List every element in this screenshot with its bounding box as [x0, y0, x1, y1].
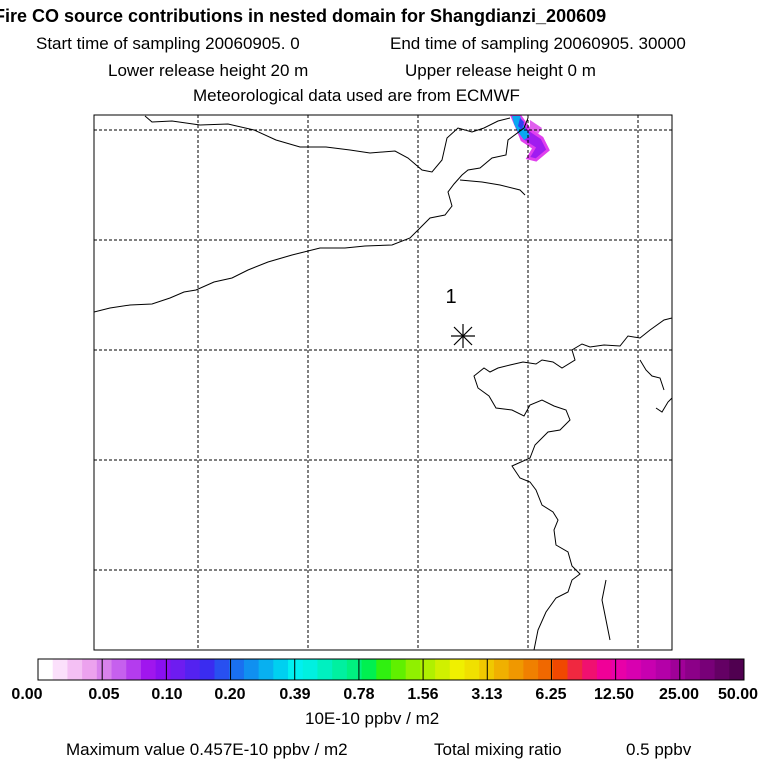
colorbar-swatch: [523, 659, 539, 680]
colorbar-swatch: [464, 659, 480, 680]
colorbar-label-5: 0.78: [343, 686, 375, 703]
total-mixing-label: Total mixing ratio: [434, 740, 562, 759]
colorbar-swatch: [655, 659, 671, 680]
asterisk-icon: [451, 324, 475, 348]
met-data-text: Meteorological data used are from ECMWF: [193, 86, 520, 105]
colorbar-label-4: 0.39: [279, 686, 311, 703]
colorbar-swatch: [140, 659, 157, 680]
colorbar-swatch: [596, 659, 613, 680]
colorbar-label-8: 6.25: [535, 686, 567, 703]
colorbar-swatch: [126, 659, 142, 680]
colorbar-swatch: [391, 659, 407, 680]
colorbar-swatch: [170, 659, 186, 680]
colorbar-swatch: [361, 659, 377, 680]
colorbar-label-6: 1.56: [407, 686, 439, 703]
colorbar-swatch: [288, 659, 304, 680]
end-time-text: End time of sampling 20060905. 30000: [390, 34, 686, 53]
colorbar-label-10: 25.00: [658, 686, 700, 703]
colorbar-label-7: 3.13: [471, 686, 503, 703]
colorbar-label-11: 50.00: [717, 686, 759, 703]
lower-release-text: Lower release height 20 m: [108, 61, 309, 80]
colorbar-swatch: [38, 659, 54, 680]
lat-lon-grid: [94, 115, 672, 650]
map-frame: [93, 114, 673, 651]
colorbar-swatch: [96, 659, 112, 680]
colorbar-swatch: [582, 659, 598, 680]
colorbar-swatch: [626, 659, 642, 680]
plume-contour: [509, 115, 550, 162]
colorbar-swatch: [52, 659, 68, 680]
colorbar-swatch: [567, 659, 583, 680]
colorbar-label-2: 0.10: [151, 686, 183, 703]
colorbar-swatch: [508, 659, 524, 680]
colorbar-label-0: 0.00: [11, 686, 43, 703]
colorbar-swatch: [185, 659, 201, 680]
colorbar-swatch: [552, 659, 568, 680]
colorbar-label-3: 0.20: [214, 686, 246, 703]
station-label: 1: [445, 286, 456, 308]
colorbar-swatch: [111, 659, 127, 680]
colorbar-swatch: [199, 659, 215, 680]
colorbar-swatch: [376, 659, 392, 680]
colorbar-swatch: [420, 659, 436, 680]
colorbar-swatch: [729, 659, 745, 680]
colorbar-swatch: [685, 659, 701, 680]
colorbar-swatch: [317, 659, 333, 680]
colorbar-swatch: [214, 659, 230, 680]
colorbar-swatch: [67, 659, 83, 680]
colorbar-swatch: [302, 659, 318, 680]
colorbar-swatch: [714, 659, 730, 680]
colorbar-swatch: [258, 659, 274, 680]
colorbar-label-1: 0.05: [88, 686, 120, 703]
upper-release-text: Upper release height 0 m: [405, 61, 596, 80]
total-mixing-value: 0.5 ppbv: [626, 740, 692, 759]
colorbar-swatch: [332, 659, 348, 680]
colorbar-swatch: [229, 659, 245, 680]
start-time-text: Start time of sampling 20060905. 0: [36, 34, 300, 53]
colorbar-swatch: [538, 659, 554, 680]
colorbar-swatch: [273, 659, 289, 680]
colorbar-swatch: [243, 659, 260, 680]
colorbar-label-9: 12.50: [593, 686, 635, 703]
plot-title: Fire CO source contributions in nested d…: [0, 6, 607, 26]
colorbar-swatch: [346, 659, 362, 680]
colorbar-swatch: [611, 659, 627, 680]
colorbar-swatch: [82, 659, 98, 680]
colorbar-swatch: [493, 659, 510, 680]
colorbar-unit: 10E-10 ppbv / m2: [305, 709, 440, 728]
colorbar: [37, 658, 745, 681]
colorbar-swatch: [435, 659, 451, 680]
colorbar-swatch: [641, 659, 657, 680]
colorbar-swatch: [405, 659, 421, 680]
colorbar-frame: [37, 658, 745, 681]
colorbar-swatch: [155, 659, 171, 680]
colorbar-swatch: [699, 659, 715, 680]
colorbar-swatch: [670, 659, 686, 680]
coastline-borders: [94, 115, 672, 650]
colorbar-swatch: [449, 659, 465, 680]
max-value-text: Maximum value 0.457E-10 ppbv / m2: [66, 740, 348, 759]
